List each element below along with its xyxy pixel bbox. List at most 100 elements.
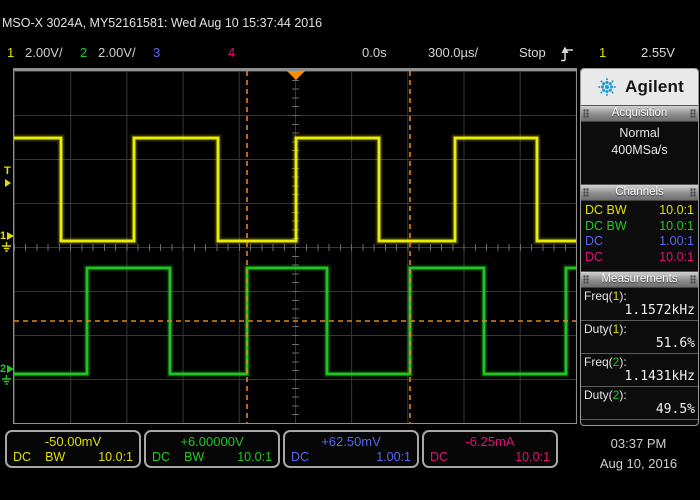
- ch1-probe-label: 10.0:1: [98, 450, 133, 464]
- meas-label-suffix: ):: [619, 388, 627, 402]
- acquisition-title: Acquisition: [611, 107, 668, 119]
- status-ch4-number[interactable]: 4: [228, 45, 236, 60]
- ch1-bottom-box[interactable]: -50.00mV DC BW 10.0:1: [5, 430, 141, 468]
- ch1-coupling: DC BW: [585, 203, 627, 217]
- ch1-offset-value: -50.00mV: [44, 434, 102, 449]
- ch3-offset-value: +62.50mV: [321, 434, 381, 449]
- measurements-title: Measurements: [601, 273, 678, 285]
- agilent-starburst-icon: [598, 78, 616, 96]
- status-ch1-number[interactable]: 1: [7, 45, 15, 60]
- brand-name: Agilent: [624, 77, 684, 96]
- spacer: [581, 165, 698, 184]
- channel-1-row[interactable]: DC BW 10.0:1: [585, 203, 694, 219]
- status-timebase[interactable]: 300.0µs/: [428, 45, 479, 60]
- ch4-bottom-box[interactable]: -6.25mA DC 10.0:1: [422, 430, 558, 468]
- ch3-coupling-label: DC: [291, 450, 310, 464]
- measurement-row-duty2: Duty(2): 49.5%: [581, 387, 698, 420]
- ch1-marker-label: 1: [0, 230, 7, 242]
- meas-label: Freq(: [584, 355, 613, 369]
- status-ch1-scale[interactable]: 2.00V/: [25, 45, 63, 60]
- ch1-ground-marker[interactable]: 1: [0, 230, 15, 253]
- sample-rate: 400MSa/s: [611, 143, 668, 157]
- ch2-probe-label: 10.0:1: [237, 450, 272, 464]
- meas-label-suffix: ):: [619, 322, 627, 336]
- ch2-offset-value: +6.00000V: [180, 434, 244, 449]
- meas-value: 1.1572kHz: [624, 303, 695, 318]
- status-delay[interactable]: 0.0s: [362, 45, 387, 60]
- status-ch2-scale[interactable]: 2.00V/: [98, 45, 136, 60]
- ch4-offset-value: -6.25mA: [465, 434, 515, 449]
- channels-section-header[interactable]: Channels: [581, 184, 698, 201]
- acquisition-mode: Normal: [619, 126, 660, 140]
- channels-title: Channels: [615, 186, 664, 198]
- ch2-coupling: DC BW: [585, 218, 627, 233]
- ch2-bw-label: BW: [184, 450, 205, 464]
- ch3-probe-ratio: 1.00:1: [659, 234, 694, 248]
- channel-3-row[interactable]: DC 1.00:1: [585, 234, 694, 250]
- status-ch2-number[interactable]: 2: [80, 45, 88, 60]
- grip-dots-icon: [583, 188, 589, 197]
- ch1-ground-icon: [2, 242, 11, 252]
- measurement-row-duty1: Duty(1): 51.6%: [581, 321, 698, 354]
- clock-time: 03:37 PM: [610, 436, 667, 451]
- meas-channel: 1: [612, 322, 620, 336]
- meas-channel: 2: [612, 355, 620, 369]
- ch1-coupling-label: DC: [13, 450, 32, 464]
- status-trigger-source[interactable]: 1: [599, 45, 607, 60]
- grip-dots-icon: [690, 109, 696, 118]
- ch2-coupling-label: DC: [152, 450, 171, 464]
- ch4-coupling-label: DC: [430, 450, 449, 464]
- window-title: MSO-X 3024A, MY52161581: Wed Aug 10 15:3…: [2, 16, 323, 30]
- ch2-bottom-box[interactable]: +6.00000V DC BW 10.0:1: [144, 430, 280, 468]
- ch2-marker-label: 2: [0, 363, 7, 375]
- measurement-row-freq1: Freq(1): 1.1572kHz: [581, 288, 698, 321]
- waveform-display: [13, 68, 577, 424]
- meas-label: Duty(: [584, 322, 613, 336]
- ch2-marker-arrow-icon: [7, 365, 15, 373]
- grip-dots-icon: [583, 109, 589, 118]
- status-ch3-number[interactable]: 3: [153, 45, 161, 60]
- ch2-ground-icon: [2, 375, 11, 385]
- grip-dots-icon: [583, 275, 589, 284]
- channel-1-square-wave: [14, 136, 576, 243]
- agilent-logo: Agilent: [581, 69, 698, 105]
- center-horizontal-axis-ticks: [14, 244, 576, 251]
- edge-trigger-icon: [560, 46, 574, 66]
- channels-list: DC BW 10.0:1 DC BW 10.0:1 DC 1.00:1 DC 1…: [581, 201, 698, 271]
- ch1-probe-ratio: 10.0:1: [659, 203, 694, 217]
- ch4-probe-ratio: 10.0:1: [659, 249, 694, 264]
- channel-4-row[interactable]: DC 10.0:1: [585, 250, 694, 266]
- measurements-list: Freq(1): 1.1572kHz Duty(1): 51.6% Freq(2…: [581, 288, 698, 425]
- ch3-coupling: DC: [585, 234, 604, 248]
- meas-value: 51.6%: [655, 336, 695, 351]
- ch4-coupling: DC: [585, 249, 604, 264]
- waveform-traces[interactable]: [14, 71, 576, 423]
- meas-label: Freq(: [584, 289, 613, 303]
- meas-value: 49.5%: [655, 402, 695, 417]
- ch3-probe-label: 1.00:1: [376, 450, 411, 464]
- clock-date: Aug 10, 2016: [599, 456, 678, 471]
- trigger-level-arrow-icon: [5, 179, 11, 187]
- ch1-marker-arrow-icon: [7, 232, 15, 240]
- status-run-state[interactable]: Stop: [519, 45, 546, 60]
- channel-2-square-wave: [14, 266, 576, 376]
- measurements-section-header[interactable]: Measurements: [581, 271, 698, 288]
- ch2-probe-ratio: 10.0:1: [659, 218, 694, 233]
- meas-channel: 1: [612, 289, 620, 303]
- channel-2-row[interactable]: DC BW 10.0:1: [585, 219, 694, 235]
- acquisition-info: Normal 400MSa/s: [581, 122, 698, 165]
- datetime-display: 03:37 PM Aug 10, 2016: [580, 434, 697, 474]
- ch2-ground-marker[interactable]: 2: [0, 363, 15, 386]
- ch3-bottom-box[interactable]: +62.50mV DC 1.00:1: [283, 430, 419, 468]
- measurement-row-freq2: Freq(2): 1.1431kHz: [581, 354, 698, 387]
- info-sidebar: Agilent Acquisition Normal 400MSa/s Chan…: [580, 68, 699, 426]
- meas-value: 1.1431kHz: [624, 369, 695, 384]
- trigger-level-label: T: [4, 165, 11, 177]
- meas-channel: 2: [612, 388, 620, 402]
- status-trigger-level[interactable]: 2.55V: [641, 45, 675, 60]
- meas-label-suffix: ):: [619, 289, 627, 303]
- trigger-level-marker[interactable]: T: [4, 165, 11, 187]
- trigger-position-marker[interactable]: [287, 71, 305, 80]
- ch1-bw-label: BW: [45, 450, 66, 464]
- acquisition-section-header[interactable]: Acquisition: [581, 105, 698, 122]
